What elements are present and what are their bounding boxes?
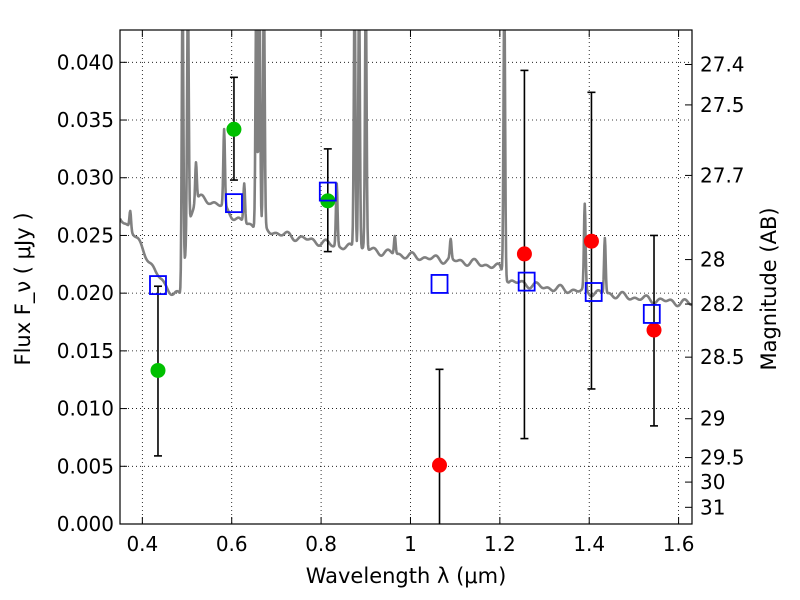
x-axis-label: Wavelength λ (μm)	[306, 564, 507, 588]
right-tick-label: 27.5	[700, 93, 745, 117]
right-tick-label: 28.2	[700, 292, 745, 316]
y-tick-label: 0.010	[57, 397, 114, 421]
right-tick-label: 30	[700, 470, 725, 494]
y-tick-label: 0.040	[57, 50, 114, 74]
y-axis-label: Flux F_ν ( μJy )	[11, 212, 36, 365]
right-tick-label: 27.4	[700, 52, 745, 76]
y-tick-label: 0.000	[57, 512, 114, 536]
y-tick-label: 0.030	[57, 166, 114, 190]
data-markers	[149, 121, 662, 473]
model-square	[225, 193, 243, 214]
model-square	[149, 275, 167, 295]
red-point	[516, 246, 532, 262]
red-point	[583, 233, 599, 249]
model-square	[642, 304, 661, 324]
model-square	[430, 274, 449, 294]
right-tick-label: 28	[700, 248, 725, 272]
sed-curve-line	[120, 30, 692, 308]
plot-frame	[119, 29, 693, 525]
right-tick-label: 29	[700, 407, 725, 431]
x-axis-ticks: 0.4 0.6 0.8 1 1.2 1.4 1.6	[126, 30, 695, 556]
right-tick-label: 31	[700, 495, 725, 519]
sed-curve	[120, 30, 692, 308]
right-tick-label: 28.5	[700, 345, 745, 369]
right-tick-label: 27.7	[700, 163, 745, 187]
y-tick-label: 0.035	[57, 108, 114, 132]
green-point	[150, 362, 166, 378]
x-tick-label: 0.4	[126, 532, 158, 556]
x-tick-label: 1.6	[663, 532, 695, 556]
model-square	[517, 271, 536, 292]
x-tick-label: 0.8	[305, 532, 337, 556]
red-point	[432, 457, 448, 473]
y-tick-label: 0.005	[57, 454, 114, 478]
x-tick-label: 0.6	[216, 532, 248, 556]
y-tick-label: 0.025	[57, 223, 114, 247]
y-tick-label: 0.015	[57, 339, 114, 363]
x-tick-label: 1.2	[484, 532, 516, 556]
right-axis-label: Magnitude (AB)	[757, 207, 781, 370]
x-tick-label: 1	[404, 532, 417, 556]
green-point	[226, 121, 242, 137]
y-axis-ticks: 0.000 0.005 0.010 0.015 0.020 0.025 0.030 0.035…	[57, 50, 127, 536]
y-tick-label: 0.020	[57, 281, 114, 305]
x-tick-label: 1.4	[573, 532, 605, 556]
model-square	[584, 282, 603, 302]
model-square	[318, 181, 337, 202]
right-tick-label: 29.5	[700, 446, 745, 470]
red-point	[646, 322, 662, 338]
